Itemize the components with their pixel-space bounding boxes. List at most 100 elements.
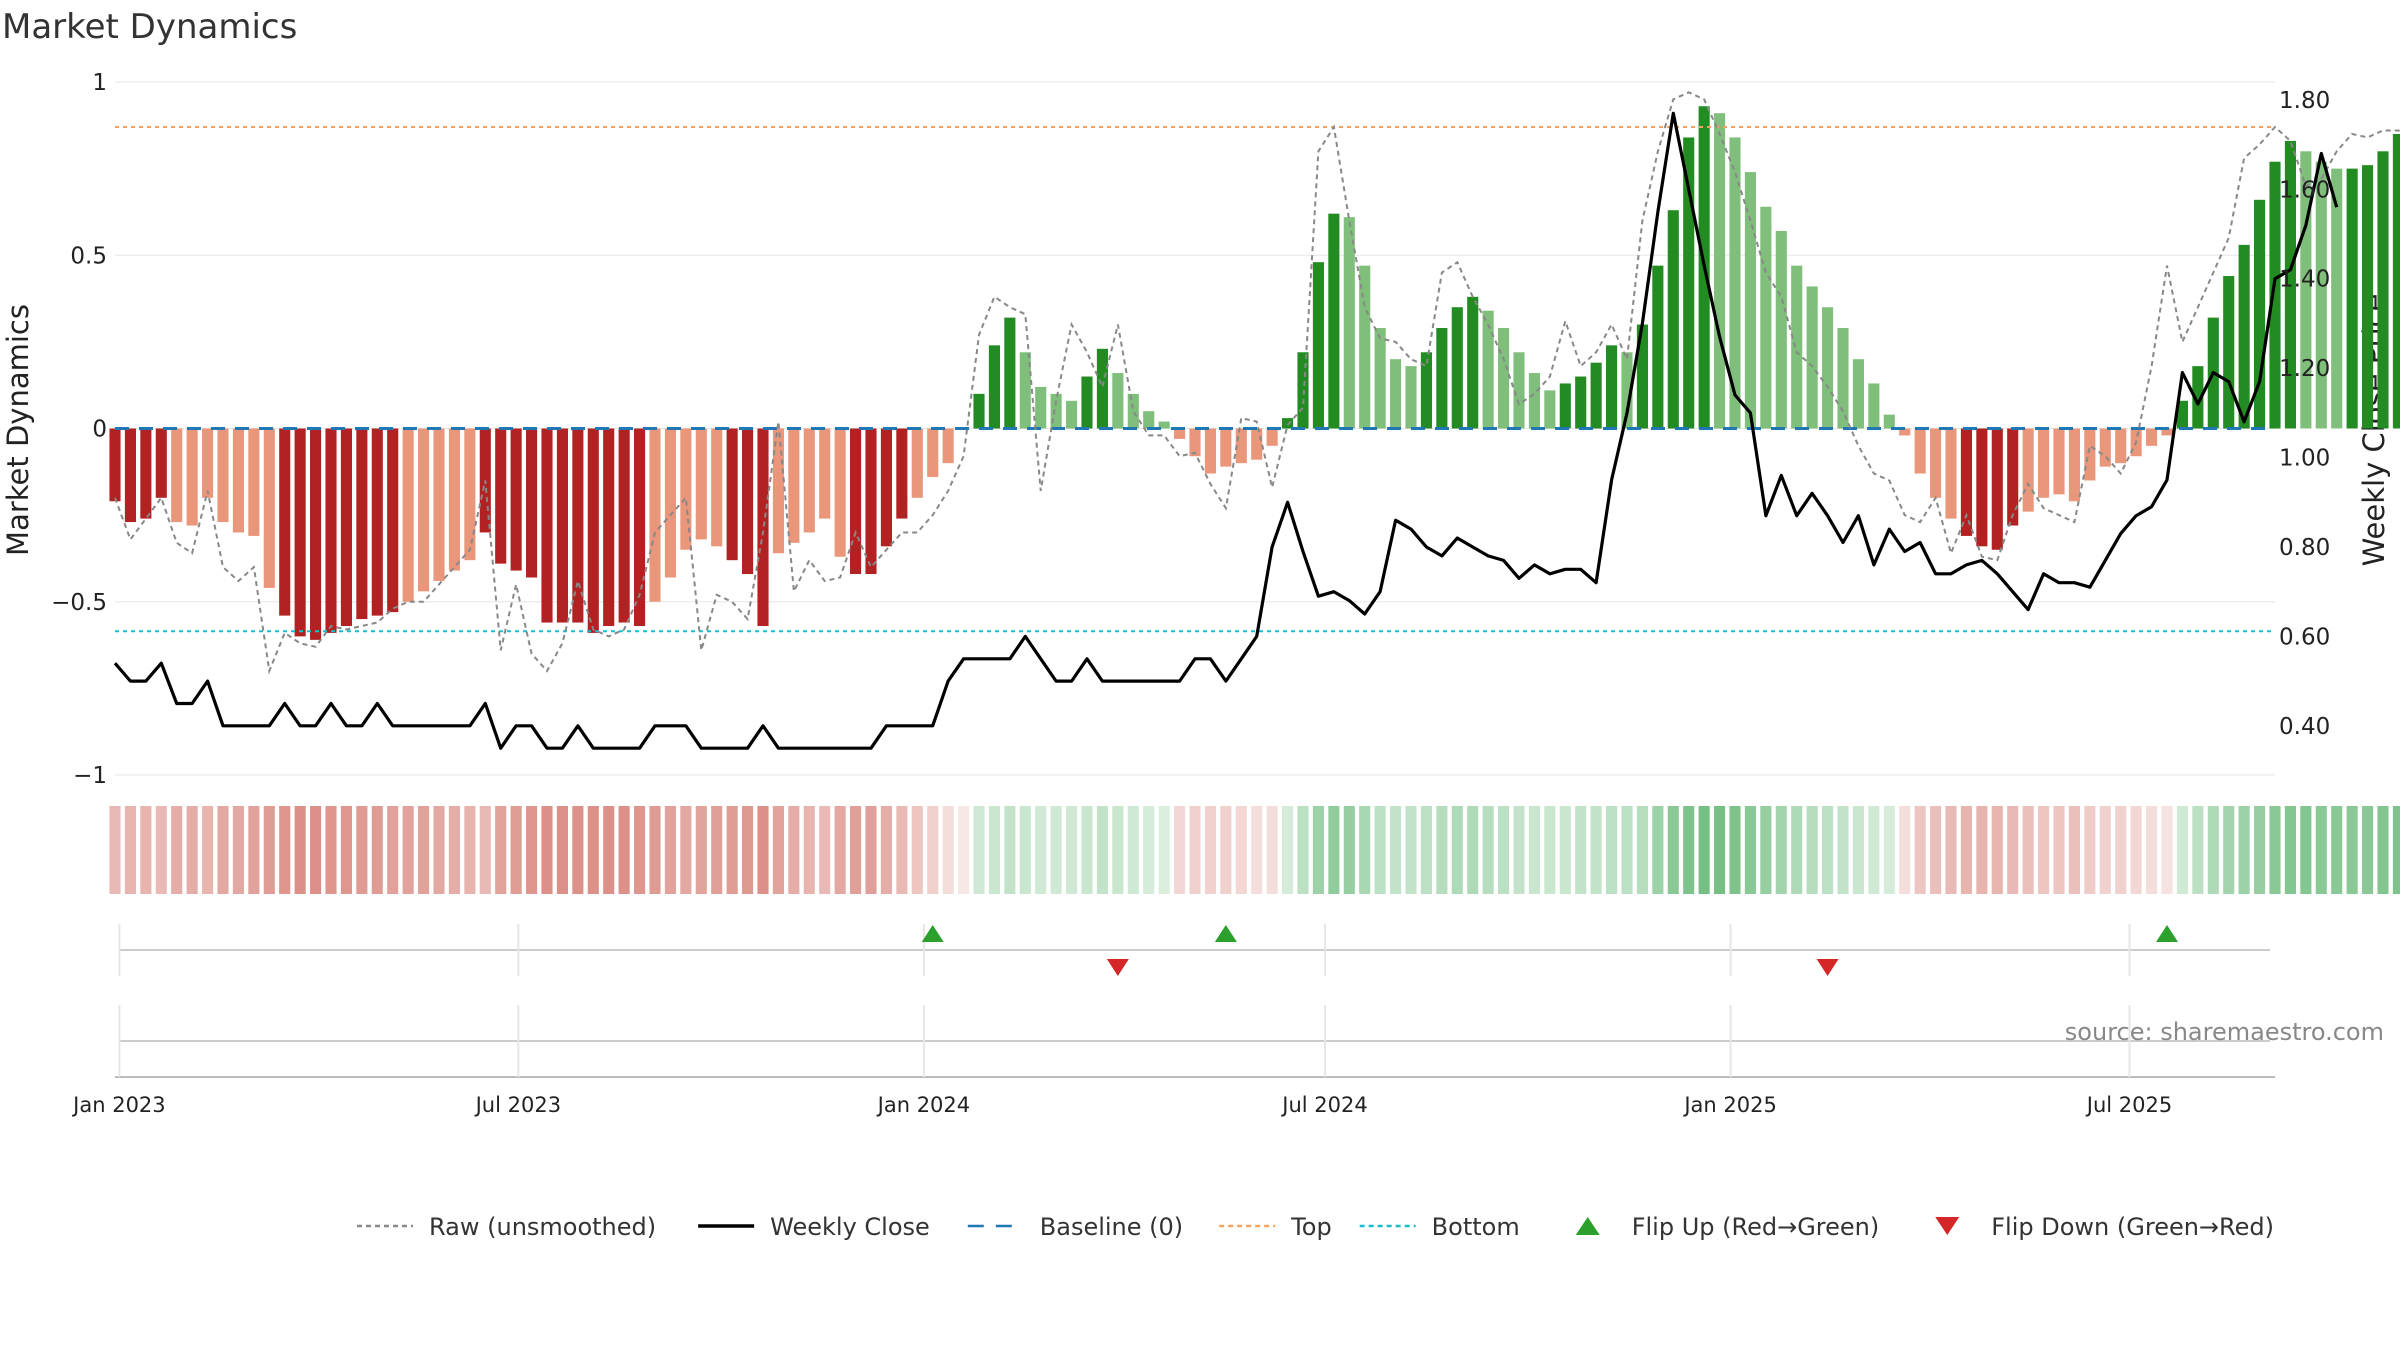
- dynamics-bar: [2392, 133, 2400, 429]
- dynamics-bar: [402, 428, 414, 602]
- dynamics-bar: [1590, 362, 1602, 429]
- dynamics-bar: [1775, 230, 1787, 429]
- strip-cell: [1096, 806, 1108, 894]
- x-tick-label: Jul 2025: [2085, 1093, 2172, 1117]
- strip-cell: [1282, 806, 1294, 894]
- dynamics-bar: [1714, 113, 1726, 429]
- strip-cell: [1852, 806, 1864, 894]
- dynamics-bar: [1528, 373, 1540, 429]
- strip-cell: [2084, 806, 2096, 894]
- strip-cell: [680, 806, 692, 894]
- dynamics-bar: [2038, 428, 2050, 498]
- dynamics-bar: [1127, 393, 1139, 429]
- strip-cell: [2007, 806, 2019, 894]
- dynamics-bar: [1436, 328, 1448, 429]
- strip-cell: [1127, 806, 1139, 894]
- dynamics-bar: [433, 428, 445, 581]
- y-axis-label: Market Dynamics: [1, 304, 35, 556]
- strip-cell: [387, 806, 399, 894]
- flip-down-marker: [1816, 959, 1839, 976]
- strip-cell: [263, 806, 275, 894]
- dynamics-bar: [603, 428, 615, 627]
- strip-cell: [988, 806, 1000, 894]
- flip-up-marker: [2156, 925, 2178, 942]
- strip-cell: [2207, 806, 2219, 894]
- strip-cell: [618, 806, 630, 894]
- dynamics-bar: [1312, 262, 1324, 429]
- strip-cell: [1775, 806, 1787, 894]
- strip-cell: [1806, 806, 1818, 894]
- y2-tick-label: 1.80: [2279, 88, 2330, 114]
- strip-cell: [310, 806, 322, 894]
- dynamics-bar: [2346, 168, 2358, 429]
- dynamics-bar: [1868, 383, 1880, 429]
- strip-cell: [742, 806, 754, 894]
- dynamics-bar: [2192, 366, 2204, 429]
- strip-cell: [1436, 806, 1448, 894]
- dynamics-bar: [217, 428, 229, 523]
- dynamics-bar: [1852, 359, 1864, 429]
- strip-cell: [757, 806, 769, 894]
- strip-cell: [2392, 806, 2400, 894]
- y2-tick-label: 0.60: [2279, 624, 2330, 650]
- dynamics-bar: [310, 428, 322, 640]
- legend-label: Top: [1290, 1213, 1332, 1241]
- strip-cell: [1066, 806, 1078, 894]
- strip-cell: [649, 806, 661, 894]
- strip-cell: [140, 806, 152, 894]
- x-tick-label: Jan 2024: [876, 1093, 971, 1117]
- strip-cell: [1343, 806, 1355, 894]
- strip-cell: [1914, 806, 1926, 894]
- strip-cell: [1729, 806, 1741, 894]
- strip-cell: [1976, 806, 1988, 894]
- dynamics-bar: [2161, 428, 2173, 436]
- dynamics-bar: [2238, 244, 2250, 429]
- strip-cell: [1760, 806, 1772, 894]
- strip-cell: [1513, 806, 1525, 894]
- legend-label: Raw (unsmoothed): [429, 1213, 656, 1241]
- dynamics-bar: [711, 428, 723, 547]
- dynamics-bar: [1066, 400, 1078, 429]
- strip-cell: [2115, 806, 2127, 894]
- dynamics-bar: [1883, 414, 1895, 429]
- y-tick-label: 1: [92, 70, 107, 96]
- strip-cell: [2038, 806, 2050, 894]
- dynamics-bar: [1930, 428, 1942, 498]
- strip-cell: [2377, 806, 2389, 894]
- dynamics-bar: [2331, 168, 2343, 429]
- strip-cell: [911, 806, 923, 894]
- dynamics-bar: [1328, 213, 1340, 429]
- strip-cell: [1791, 806, 1803, 894]
- dynamics-bar: [757, 428, 769, 627]
- dynamics-bar: [2315, 161, 2327, 429]
- dynamics-bar: [1667, 210, 1679, 429]
- dynamics-bar: [896, 428, 908, 519]
- dynamics-bar: [1899, 428, 1911, 436]
- flip-up-marker: [921, 925, 944, 942]
- dynamics-bar: [1621, 352, 1633, 429]
- dynamics-bar: [2022, 428, 2034, 512]
- y-tick-label: 0: [92, 417, 107, 443]
- chart-title: Market Dynamics: [2, 7, 297, 47]
- strip-cell: [1328, 806, 1340, 894]
- strip-cell: [1683, 806, 1695, 894]
- strip-cell: [541, 806, 553, 894]
- dynamics-bar: [1991, 428, 2003, 550]
- flip-up-marker: [1214, 925, 1237, 942]
- dynamics-bar: [2115, 428, 2127, 464]
- dynamics-bar: [1019, 352, 1031, 429]
- strip-cell: [479, 806, 491, 894]
- strip-cell: [1235, 806, 1247, 894]
- regime-strip: [109, 806, 2400, 894]
- series-lines: [113, 91, 2400, 750]
- dynamics-bar: [1096, 348, 1108, 429]
- dynamics-bar: [649, 428, 661, 602]
- strip-cell: [171, 806, 183, 894]
- strip-cell: [1374, 806, 1386, 894]
- strip-cell: [371, 806, 383, 894]
- strip-cell: [402, 806, 414, 894]
- strip-cell: [942, 806, 954, 894]
- dynamics-bar: [1390, 359, 1402, 429]
- strip-cell: [772, 806, 784, 894]
